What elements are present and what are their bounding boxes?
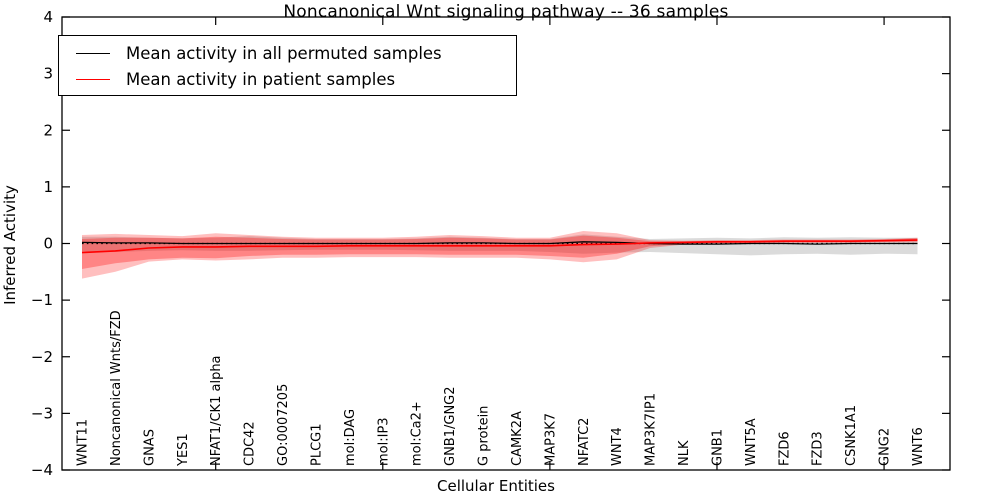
x-category-label: NLK <box>677 440 692 466</box>
y-tick-label: −1 <box>31 291 53 309</box>
x-axis-label: Cellular Entities <box>437 477 555 495</box>
x-category-label: WNT5A <box>744 418 759 466</box>
legend-label-permuted: Mean activity in all permuted samples <box>126 43 442 63</box>
permuted-std-band <box>82 234 918 256</box>
x-category-label: GNB1/GNG2 <box>443 386 458 466</box>
legend-entry-patient: Mean activity in patient samples <box>76 66 516 92</box>
permuted-mean-line <box>81 241 918 245</box>
x-category-label: Noncanonical Wnts/FZD <box>109 310 124 466</box>
legend-label-patient: Mean activity in patient samples <box>126 69 396 89</box>
x-category-label: CAMK2A <box>510 411 525 466</box>
patient-mean-line <box>81 239 918 254</box>
permuted-line-swatch <box>76 52 110 54</box>
x-category-label: NFAT1/CK1 alpha <box>209 355 224 466</box>
x-category-label: MAP3K7 <box>543 413 558 466</box>
x-category-label: MAP3K7IP1 <box>644 393 659 466</box>
x-category-label: mol:IP3 <box>376 417 391 466</box>
y-tick-label: −3 <box>31 404 53 422</box>
y-tick-label: −4 <box>31 461 53 479</box>
x-category-label: GNAS <box>142 429 157 466</box>
x-category-label: WNT11 <box>76 419 91 466</box>
x-category-label: WNT6 <box>911 427 926 466</box>
x-category-label: FZD3 <box>811 431 826 466</box>
legend-entry-permuted: Mean activity in all permuted samples <box>76 40 516 66</box>
y-tick-label: 1 <box>43 178 53 196</box>
x-category-label: YES1 <box>176 433 191 467</box>
y-tick-label: 4 <box>43 8 53 26</box>
x-category-label: mol:DAG <box>343 409 358 466</box>
x-category-label: G protein <box>477 406 492 466</box>
x-category-label: GNB1 <box>710 429 725 466</box>
x-category-label: FZD6 <box>777 431 792 466</box>
x-category-label: WNT4 <box>610 427 625 466</box>
x-category-label: NFATC2 <box>577 418 592 466</box>
y-tick-label: 2 <box>43 121 53 139</box>
legend: Mean activity in all permuted samples Me… <box>58 35 517 96</box>
patient-line-swatch <box>76 78 110 80</box>
x-category-label: GO:0007205 <box>276 384 291 466</box>
y-tick-label: 3 <box>43 65 53 83</box>
x-category-label: CSNK1A1 <box>844 405 859 466</box>
x-category-label: CDC42 <box>243 421 258 466</box>
chart-title: Noncanonical Wnt signaling pathway -- 36… <box>283 2 729 22</box>
y-tick-label: −2 <box>31 348 53 366</box>
x-category-label: mol:Ca2+ <box>410 401 425 466</box>
x-category-label: PLCG1 <box>309 423 324 466</box>
x-category-label: GNG2 <box>878 428 893 466</box>
y-axis-label: Inferred Activity <box>1 185 19 305</box>
y-tick-label: 0 <box>43 235 53 253</box>
